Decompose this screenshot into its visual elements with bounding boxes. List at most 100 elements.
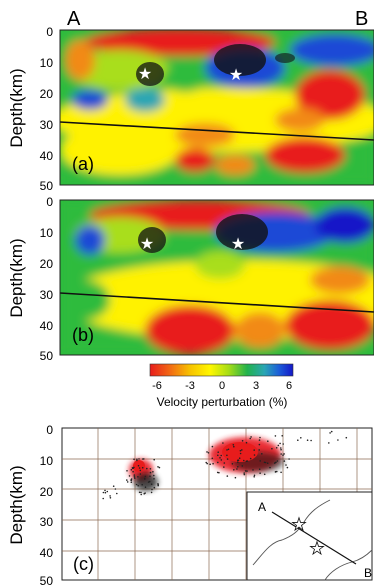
- scatter-event-55: [144, 492, 146, 494]
- scatter-event-103: [276, 460, 279, 462]
- scatter-event-108: [258, 449, 261, 451]
- scatter-event-8: [138, 467, 141, 469]
- scatter-event-12: [150, 483, 153, 486]
- scatter-event-168: [310, 439, 312, 442]
- scatter-event-100: [259, 472, 261, 475]
- scatter-event-157: [102, 491, 105, 494]
- scatter-event-165: [328, 442, 330, 444]
- scatter-event-128: [258, 443, 261, 446]
- scatter-event-124: [245, 441, 248, 444]
- scatter-event-59: [146, 467, 148, 470]
- scatter-event-151: [109, 495, 111, 497]
- colorbar-tick-m6: -6: [152, 380, 162, 392]
- scatter-event-133: [241, 465, 244, 467]
- depth-tick-c-40: 40: [40, 546, 54, 560]
- scatter-event-36: [140, 491, 142, 494]
- depth-tick-c-30: 30: [40, 515, 54, 529]
- scatter-event-78: [223, 462, 226, 464]
- scatter-event-99: [241, 449, 243, 451]
- inset-star-2: ★: [309, 539, 324, 558]
- scatter-event-29: [136, 459, 138, 462]
- scatter-event-70: [212, 462, 214, 465]
- scattered-events: [102, 430, 348, 500]
- depth-axis-label-a: Depth(km): [7, 68, 26, 147]
- scatter-event-170: [329, 432, 331, 434]
- depth-tick-b-30: 30: [40, 288, 54, 302]
- scatter-event-65: [249, 457, 252, 460]
- scatter-event-123: [237, 466, 239, 468]
- scatter-event-126: [282, 443, 285, 445]
- velocity-heatmap-a: [60, 30, 374, 185]
- scatter-event-38: [157, 466, 159, 468]
- scatter-event-147: [250, 436, 252, 438]
- scatter-event-169: [330, 430, 333, 433]
- scatter-event-45: [153, 474, 155, 477]
- scatter-event-44: [140, 493, 142, 496]
- scatter-event-134: [280, 448, 282, 451]
- inset-coastline: [252, 499, 331, 566]
- scatter-event-116: [217, 461, 219, 464]
- scatter-event-120: [276, 470, 278, 473]
- scatter-event-155: [106, 490, 109, 493]
- depth-ticks-a: 0 10 20 30 40 50: [40, 25, 54, 193]
- scatter-event-127: [216, 471, 219, 474]
- scatter-event-131: [211, 445, 214, 448]
- scatter-event-43: [136, 458, 138, 461]
- profile-start-label: A: [67, 8, 81, 30]
- scatter-event-52: [149, 475, 151, 478]
- scatter-event-137: [274, 470, 277, 473]
- depth-tick-b-0: 0: [46, 195, 53, 209]
- scatter-event-109: [233, 469, 235, 471]
- scatter-event-122: [226, 454, 228, 457]
- scatter-event-81: [280, 471, 282, 474]
- scatter-event-113: [223, 466, 225, 468]
- depth-tick-a-50: 50: [40, 179, 54, 193]
- scatter-event-48: [126, 479, 128, 481]
- scatter-event-27: [137, 476, 139, 478]
- scatter-event-144: [227, 448, 230, 451]
- scatter-event-56: [143, 477, 146, 480]
- scatter-event-37: [153, 458, 155, 461]
- scatter-event-102: [280, 453, 283, 455]
- scatter-event-89: [222, 442, 224, 444]
- scatter-event-53: [138, 458, 140, 460]
- scatter-event-91: [282, 454, 284, 457]
- depth-tick-b-10: 10: [40, 226, 54, 240]
- scatter-event-32: [126, 481, 129, 483]
- scatter-event-119: [243, 459, 245, 462]
- depth-tick-a-40: 40: [40, 149, 54, 163]
- scatter-event-57: [144, 475, 147, 478]
- scatter-event-47: [157, 484, 159, 487]
- panel-b: Depth(km) 0 10 20 30 40 50: [7, 195, 374, 363]
- colorbar-tick-m3: -3: [185, 380, 195, 392]
- scatter-event-24: [133, 466, 135, 469]
- depth-tick-c-0: 0: [46, 423, 53, 437]
- scatter-event-156: [104, 491, 107, 494]
- panel-star-a1: ★: [138, 66, 152, 83]
- scatter-event-28: [153, 478, 155, 480]
- scatter-event-87: [259, 436, 261, 439]
- scatter-event-132: [244, 470, 247, 472]
- scatter-event-167: [345, 436, 348, 439]
- scatter-event-145: [263, 461, 266, 464]
- scatter-event-31: [130, 479, 133, 482]
- scatter-event-129: [266, 462, 269, 465]
- scatter-event-50: [153, 486, 156, 489]
- scatter-event-20: [135, 483, 138, 486]
- scatter-event-64: [253, 449, 255, 451]
- scatter-event-39: [142, 458, 144, 460]
- depth-tick-a-0: 0: [46, 25, 53, 39]
- scatter-event-171: [274, 435, 277, 437]
- scatter-event-21: [157, 483, 159, 486]
- scatter-event-40: [139, 473, 142, 475]
- depth-tick-b-50: 50: [40, 349, 54, 363]
- scatter-event-94: [219, 457, 221, 459]
- scatter-event-97: [205, 461, 207, 464]
- scatter-event-121: [253, 454, 256, 456]
- scatter-event-82: [232, 444, 235, 446]
- scatter-event-159: [104, 489, 106, 492]
- scatter-event-149: [236, 459, 239, 462]
- hypocenter-cluster-1: [129, 459, 158, 491]
- scatter-event-96: [275, 461, 277, 464]
